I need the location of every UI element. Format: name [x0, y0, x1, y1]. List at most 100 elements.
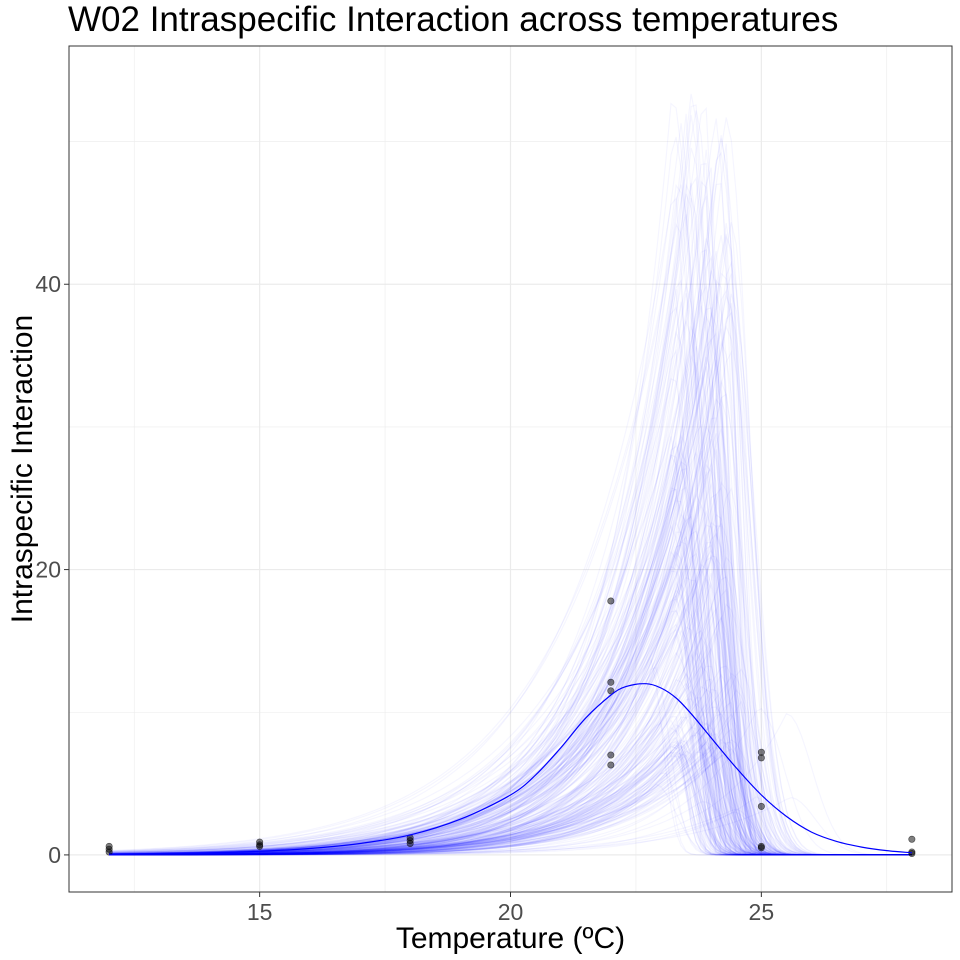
- posterior-sample-line: [109, 293, 912, 856]
- posterior-sample-line: [109, 467, 912, 856]
- posterior-sample-line: [109, 707, 912, 856]
- posterior-sample-line: [109, 754, 912, 856]
- posterior-sample-line: [109, 238, 912, 856]
- posterior-sample-line: [109, 630, 912, 856]
- observed-point: [607, 687, 615, 695]
- observed-point: [757, 754, 765, 762]
- posterior-sample-lines: [109, 93, 912, 856]
- posterior-sample-line: [109, 740, 912, 856]
- posterior-sample-line: [109, 359, 912, 856]
- posterior-sample-line: [109, 556, 912, 856]
- posterior-sample-line: [109, 423, 912, 856]
- posterior-sample-line: [109, 623, 912, 856]
- posterior-sample-line: [109, 482, 912, 856]
- posterior-sample-line: [109, 436, 912, 856]
- posterior-sample-line: [109, 741, 912, 856]
- posterior-sample-line: [109, 193, 912, 856]
- posterior-sample-line: [109, 647, 912, 856]
- posterior-sample-line: [109, 162, 912, 856]
- posterior-sample-line: [109, 460, 912, 856]
- posterior-sample-line: [109, 379, 912, 856]
- posterior-sample-line: [109, 719, 912, 856]
- posterior-sample-line: [109, 104, 912, 856]
- posterior-sample-line: [109, 741, 912, 856]
- posterior-sample-line: [109, 555, 912, 856]
- posterior-sample-line: [109, 629, 912, 856]
- posterior-sample-line: [109, 741, 912, 856]
- posterior-sample-line: [109, 450, 912, 856]
- posterior-sample-line: [109, 746, 912, 856]
- posterior-sample-line: [109, 197, 912, 856]
- posterior-sample-line: [109, 102, 912, 856]
- posterior-sample-line: [109, 736, 912, 856]
- posterior-sample-line: [109, 324, 912, 856]
- posterior-sample-line: [109, 678, 912, 856]
- posterior-sample-line: [109, 487, 912, 856]
- posterior-sample-line: [109, 606, 912, 856]
- posterior-sample-line: [109, 582, 912, 856]
- posterior-sample-line: [109, 453, 912, 856]
- posterior-sample-line: [109, 668, 912, 856]
- posterior-sample-line: [109, 594, 912, 856]
- posterior-sample-line: [109, 751, 912, 856]
- posterior-sample-line: [109, 532, 912, 856]
- posterior-sample-line: [109, 598, 912, 856]
- posterior-sample-line: [109, 525, 912, 856]
- posterior-sample-line: [109, 235, 912, 856]
- chart-title: W02 Intraspecific Interaction across tem…: [68, 0, 839, 39]
- posterior-sample-line: [109, 451, 912, 856]
- observed-point: [757, 802, 765, 810]
- observed-point: [908, 849, 916, 857]
- posterior-sample-line: [109, 610, 912, 856]
- posterior-sample-line: [109, 572, 912, 856]
- posterior-sample-line: [109, 685, 912, 856]
- posterior-sample-line: [109, 796, 912, 856]
- posterior-sample-line: [109, 135, 912, 856]
- posterior-sample-line: [109, 742, 912, 856]
- posterior-sample-line: [109, 492, 912, 856]
- posterior-sample-line: [109, 665, 912, 856]
- posterior-sample-line: [109, 306, 912, 856]
- posterior-sample-line: [109, 196, 912, 856]
- posterior-sample-line: [109, 493, 912, 856]
- posterior-sample-line: [109, 616, 912, 856]
- posterior-sample-line: [109, 544, 912, 856]
- posterior-sample-line: [109, 702, 912, 856]
- posterior-sample-line: [109, 438, 912, 856]
- posterior-sample-line: [109, 801, 912, 856]
- posterior-sample-line: [109, 658, 912, 856]
- posterior-sample-line: [109, 722, 912, 856]
- posterior-sample-line: [109, 292, 912, 856]
- posterior-sample-line: [109, 745, 912, 856]
- posterior-sample-line: [109, 746, 912, 856]
- posterior-sample-line: [109, 514, 912, 856]
- posterior-sample-line: [109, 495, 912, 856]
- posterior-sample-line: [109, 697, 912, 856]
- posterior-sample-line: [109, 738, 912, 856]
- posterior-sample-line: [109, 180, 912, 856]
- posterior-sample-line: [109, 742, 912, 856]
- posterior-sample-line: [109, 739, 912, 856]
- posterior-sample-line: [109, 666, 912, 856]
- posterior-sample-line: [109, 671, 912, 856]
- posterior-sample-line: [109, 727, 912, 856]
- posterior-sample-line: [109, 151, 912, 856]
- y-tick-label: 20: [35, 557, 61, 583]
- posterior-sample-line: [109, 167, 912, 856]
- posterior-sample-line: [109, 550, 912, 856]
- posterior-sample-line: [109, 605, 912, 856]
- posterior-sample-line: [109, 398, 912, 856]
- posterior-sample-line: [109, 332, 912, 856]
- posterior-sample-line: [109, 739, 912, 856]
- posterior-sample-line: [109, 434, 912, 856]
- posterior-sample-line: [109, 305, 912, 856]
- posterior-sample-line: [109, 356, 912, 856]
- posterior-sample-line: [109, 462, 912, 856]
- posterior-sample-line: [109, 626, 912, 856]
- posterior-sample-line: [109, 754, 912, 856]
- posterior-sample-line: [109, 183, 912, 856]
- posterior-sample-line: [109, 722, 912, 856]
- posterior-sample-line: [109, 727, 912, 856]
- posterior-sample-line: [109, 808, 912, 856]
- posterior-sample-line: [109, 293, 912, 856]
